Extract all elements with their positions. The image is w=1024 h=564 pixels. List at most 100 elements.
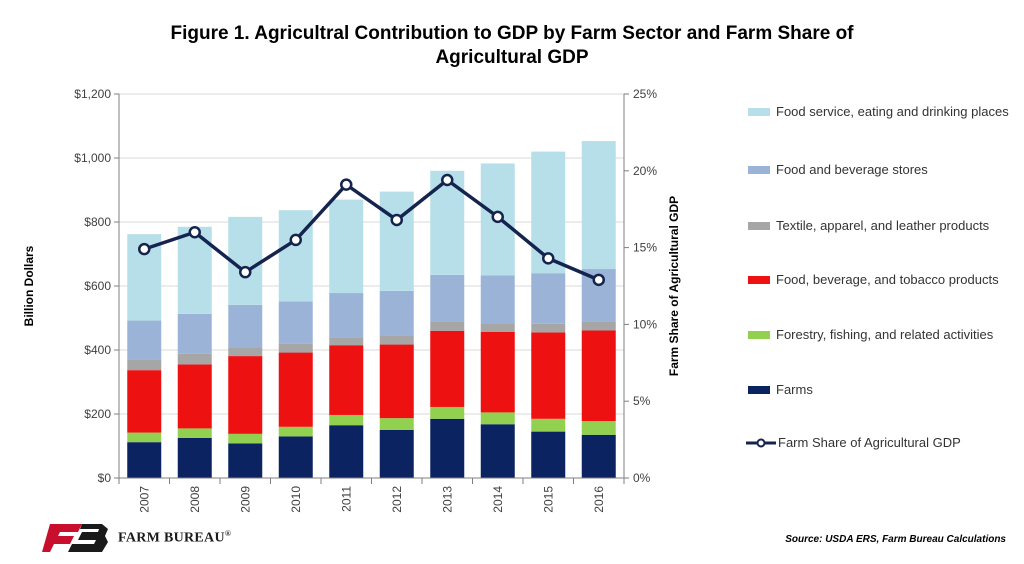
bar-segment-textile	[480, 323, 515, 332]
axes	[114, 93, 629, 484]
x-tick-label: 2013	[440, 486, 454, 513]
bar-segment-food_bev_tobacco	[531, 332, 566, 419]
legend-label: Farms	[776, 382, 813, 397]
farm-share-point	[138, 242, 151, 256]
bar-segment-textile	[228, 347, 263, 357]
bar-segment-forestry	[430, 406, 465, 419]
farm-share-point	[491, 210, 504, 224]
y-tick-label: $800	[84, 215, 111, 229]
brand-name: FARM BUREAU	[118, 530, 225, 546]
legend-swatch-food_bev_tobacco	[748, 276, 770, 284]
bar-segment-food_bev_tobacco	[329, 345, 364, 415]
farm-share-point	[239, 265, 252, 279]
farm-share-line	[143, 178, 600, 282]
y-tick-label: $600	[84, 279, 111, 293]
bar-segment-food_bev_tobacco	[581, 330, 616, 422]
bar-segment-farms	[480, 424, 515, 478]
farm-share-point	[592, 273, 605, 287]
bar-segment-forestry	[127, 432, 162, 443]
bar-segment-food_bev_stores	[278, 301, 313, 344]
y-tick-label: $0	[98, 471, 112, 485]
bar-segment-textile	[127, 359, 162, 371]
bar-segment-food_service	[379, 191, 414, 291]
x-tick-label: 2010	[289, 486, 303, 513]
source-note: Source: USDA ERS, Farm Bureau Calculatio…	[785, 534, 1006, 545]
bar-segment-textile	[430, 321, 465, 331]
bars	[127, 141, 616, 478]
bar-segment-farms	[228, 443, 263, 478]
farm-share-point	[289, 233, 302, 247]
farm-bureau-logo-text: FARM BUREAU®	[118, 529, 231, 547]
x-tick-label: 2012	[390, 486, 404, 513]
legend-label: Food, beverage, and tobacco products	[776, 272, 999, 287]
bar-segment-textile	[329, 337, 364, 346]
y-tick-label: $400	[84, 343, 111, 357]
bar-segment-food_bev_stores	[531, 273, 566, 324]
bar-segment-forestry	[581, 421, 616, 435]
bar-segment-farms	[329, 425, 364, 478]
bar-segment-textile	[177, 353, 212, 365]
bar-segment-forestry	[278, 426, 313, 437]
line-series	[138, 173, 605, 287]
bar-segment-food_bev_tobacco	[480, 331, 515, 413]
bar-segment-textile	[379, 335, 414, 345]
y2-axis-label: Farm Share of Agricultural GDP	[667, 196, 681, 376]
bar-segment-food_service	[228, 216, 263, 305]
bar-segment-farms	[127, 442, 162, 478]
x-tick-label: 2011	[339, 486, 353, 512]
legend-label: Forestry, fishing, and related activitie…	[776, 327, 994, 342]
bar-segment-food_service	[581, 141, 616, 270]
registered-mark: ®	[224, 529, 232, 538]
bar-segment-forestry	[531, 418, 566, 432]
y2-tick-label: 15%	[633, 241, 657, 255]
bar-segment-farms	[430, 418, 465, 478]
legend-swatch-line	[746, 438, 776, 448]
x-tick-label: 2008	[188, 486, 202, 513]
legend-swatch-food_bev_stores	[748, 166, 770, 174]
legend-swatch-forestry	[748, 331, 770, 339]
y-axis-label: Billion Dollars	[22, 245, 36, 326]
bar-segment-food_service	[278, 210, 313, 302]
chart-title-line1: Figure 1. Agricultral Contribution to GD…	[170, 23, 854, 44]
bar-segment-forestry	[480, 412, 515, 425]
legend-label: Farm Share of Agricultural GDP	[778, 435, 961, 450]
ticks: $0 $200 $400 $600 $800 $1,000 $1,200 0% 5% 10% 15%…	[74, 87, 657, 513]
legend-swatch-food_service	[748, 108, 770, 116]
chart-title: Figure 1. Agricultral Contribution to GD…	[0, 22, 1024, 70]
bar-segment-farms	[581, 434, 616, 478]
farm-bureau-logo-mark	[42, 524, 108, 552]
legend-label: Food service, eating and drinking places	[776, 104, 1009, 119]
farm-share-point	[542, 252, 555, 265]
x-tick-label: 2007	[137, 486, 151, 513]
x-tick-label: 2016	[592, 486, 606, 513]
bar-segment-forestry	[329, 414, 364, 426]
y-tick-label: $1,200	[74, 87, 111, 101]
logo-f-shape	[42, 524, 82, 552]
bar-segment-food_bev_stores	[379, 290, 414, 336]
bar-segment-food_bev_tobacco	[228, 356, 263, 434]
y-tick-label: $1,000	[74, 151, 111, 165]
x-tick-label: 2015	[541, 486, 555, 513]
legend-label: Food and beverage stores	[776, 162, 928, 177]
farm-share-point	[441, 173, 454, 187]
bar-segment-food_bev_tobacco	[127, 370, 162, 433]
x-tick-label: 2009	[238, 486, 252, 513]
farm-share-point	[340, 178, 353, 191]
bar-segment-food_bev_tobacco	[177, 364, 212, 429]
bar-segment-food_bev_tobacco	[430, 330, 465, 407]
bar-segment-food_bev_stores	[228, 304, 263, 348]
logo-b-shape	[68, 524, 108, 552]
bar-segment-textile	[278, 343, 313, 353]
bar-segment-farms	[177, 438, 212, 478]
y2-tick-label: 20%	[633, 164, 657, 178]
bar-segment-textile	[531, 323, 566, 333]
bar-segment-food_service	[430, 170, 465, 275]
y2-tick-label: 5%	[633, 394, 651, 408]
bar-segment-food_bev_stores	[329, 293, 364, 338]
legend-label: Textile, apparel, and leather products	[776, 218, 990, 233]
bar-segment-farms	[278, 436, 313, 478]
farm-share-point	[188, 225, 201, 239]
legend-swatch-textile	[748, 222, 770, 230]
bar-segment-food_bev_tobacco	[379, 344, 414, 419]
bar-segment-food_bev_stores	[177, 313, 212, 354]
